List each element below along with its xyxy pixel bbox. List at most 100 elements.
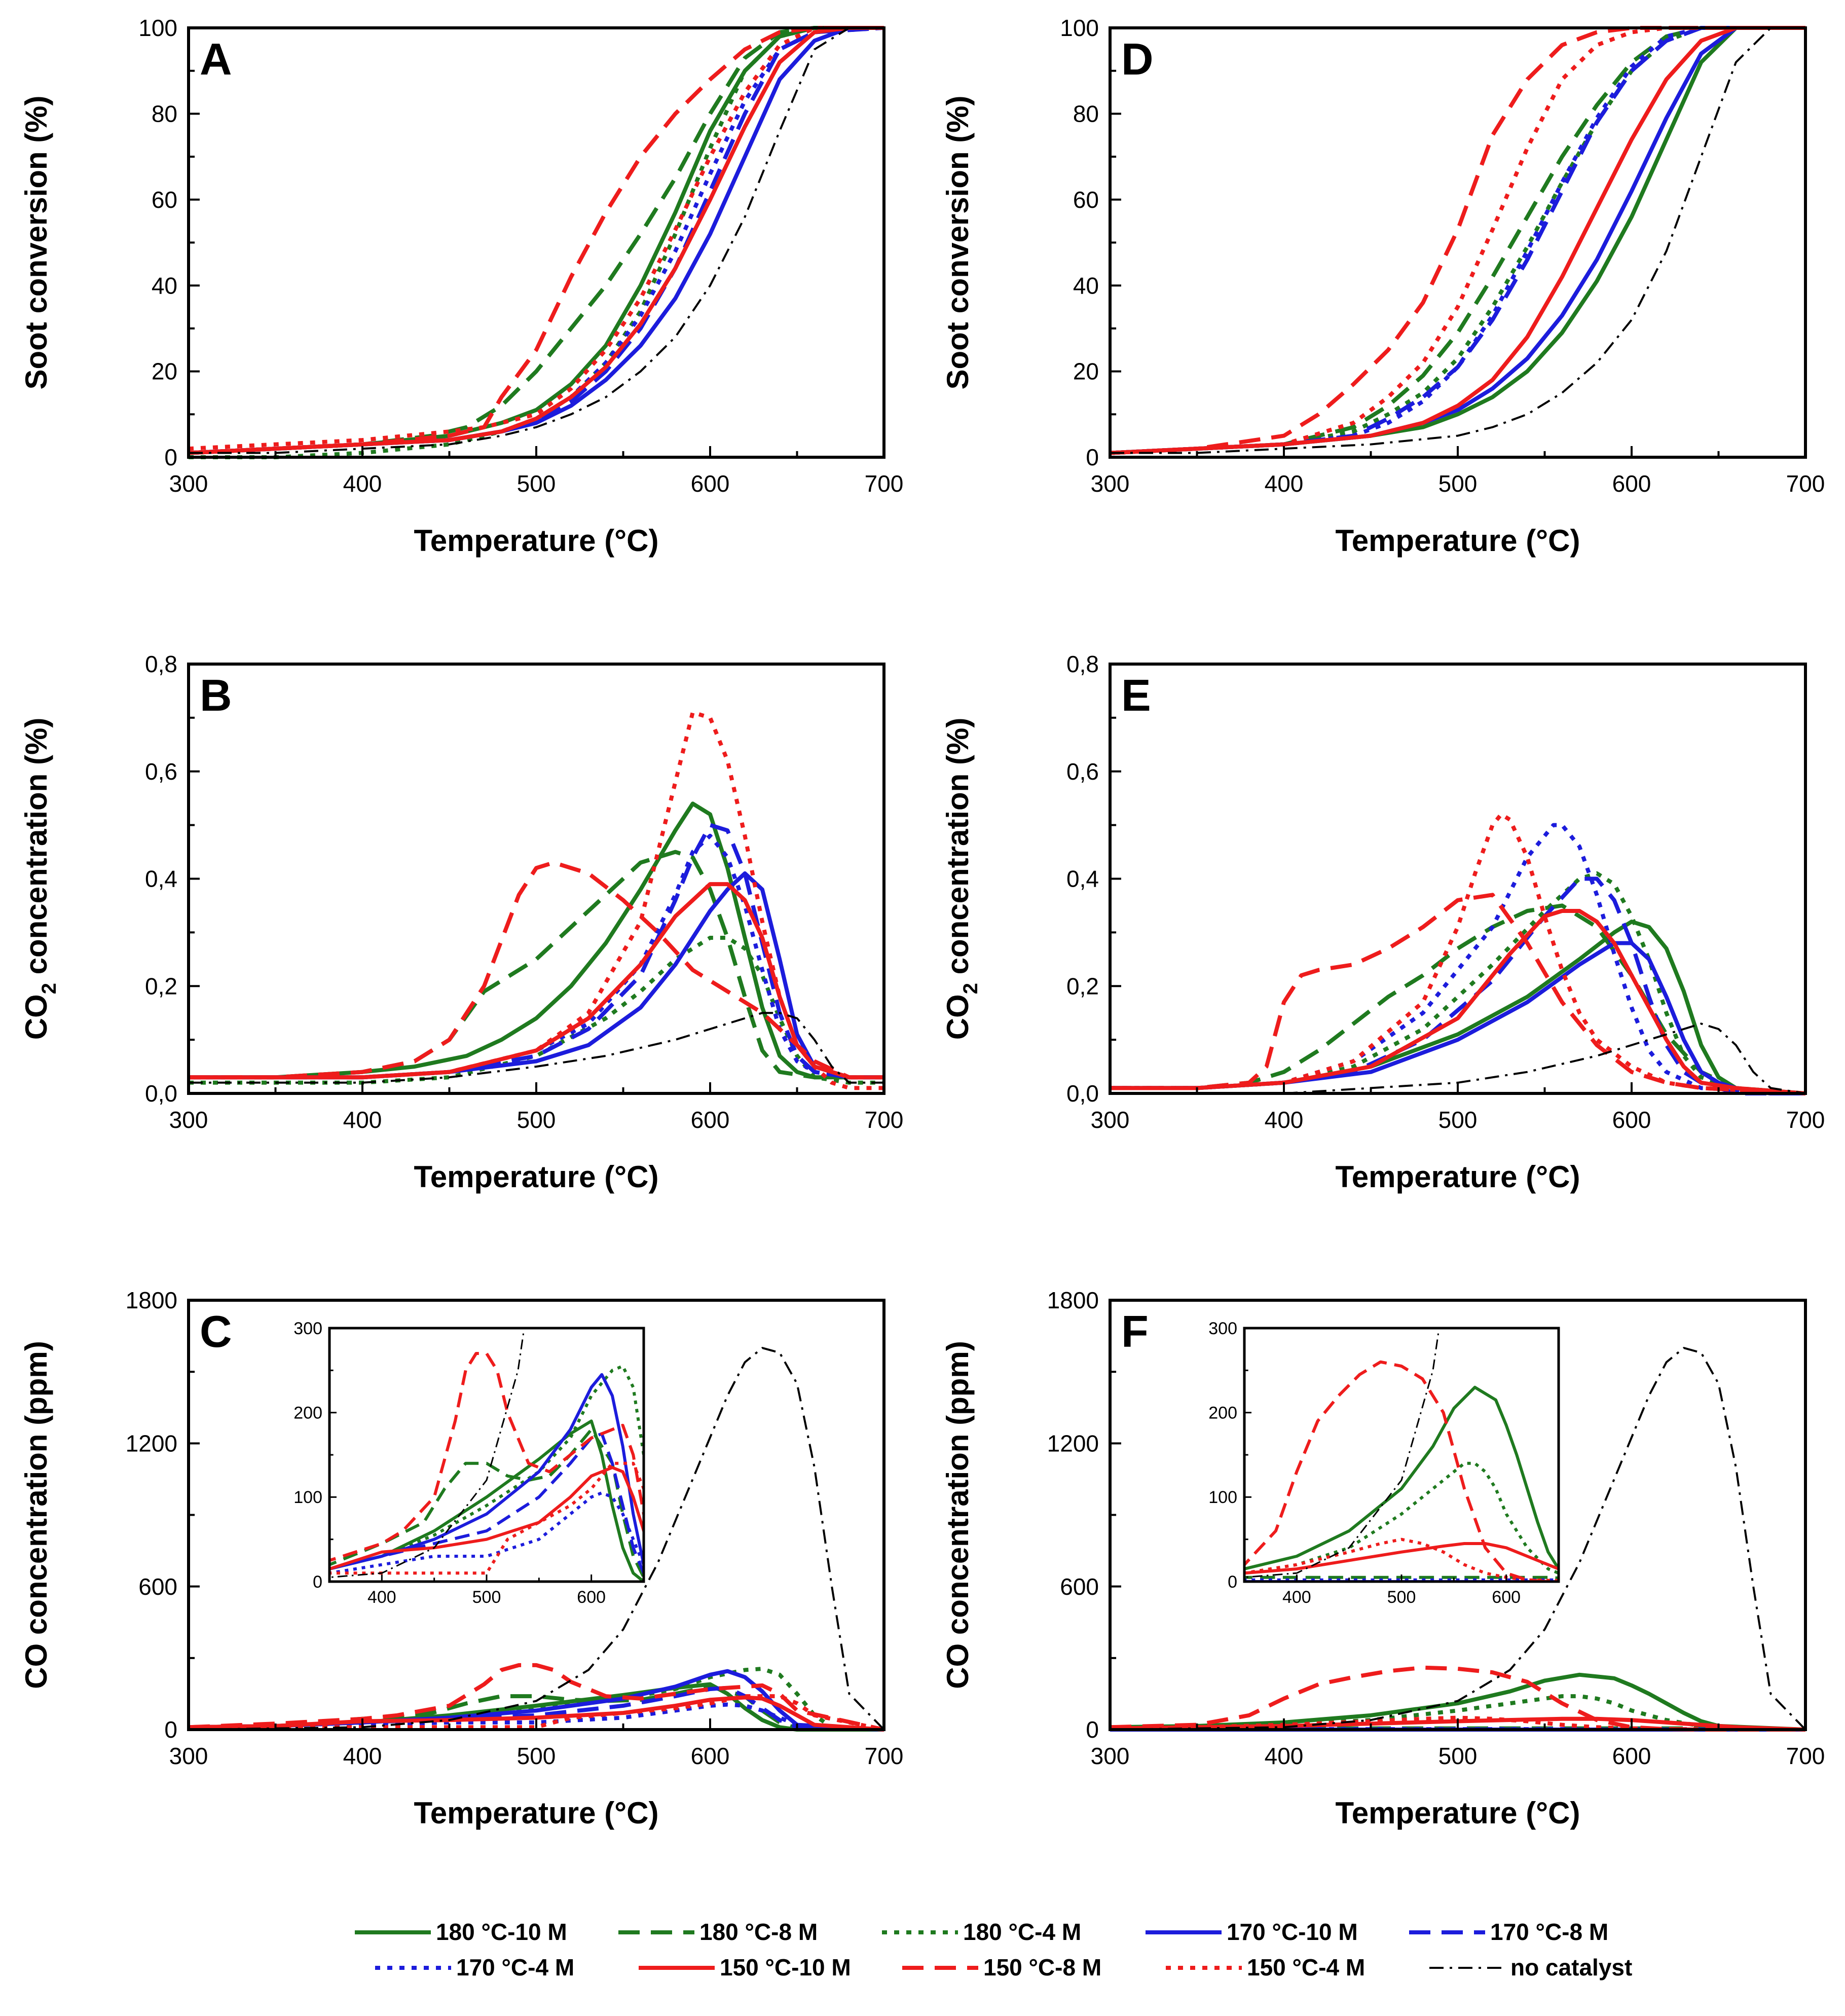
legend-label: 150 °C-8 M bbox=[983, 1954, 1101, 1981]
panel-f-x-tick-label: 400 bbox=[1265, 1743, 1304, 1769]
legend-label: no catalyst bbox=[1510, 1954, 1632, 1981]
panel-a-frame bbox=[187, 26, 885, 459]
legend-label: 180 °C-8 M bbox=[699, 1919, 818, 1945]
panel-e-x-tick-label: 700 bbox=[1786, 1107, 1825, 1133]
panel-d-frame bbox=[1109, 26, 1807, 459]
panel-f-y-tick-label: 1800 bbox=[1047, 1287, 1099, 1313]
series-line-150-c-4-m bbox=[1110, 26, 1805, 455]
inset-c-x-tick-label: 500 bbox=[472, 1588, 501, 1607]
panel-f-y-axis-title: CO concentration (ppm) bbox=[941, 1341, 975, 1689]
series-line-150-c-8-m bbox=[329, 1352, 644, 1562]
panel-c-x-tick-label: 600 bbox=[691, 1743, 730, 1769]
panel-c-y-tick-label: 0 bbox=[164, 1716, 177, 1743]
inset-f-x-tick-label: 400 bbox=[1282, 1588, 1311, 1607]
panel-d-y-tick-label: 0 bbox=[1086, 444, 1099, 470]
series-line-no-catalyst bbox=[1110, 27, 1805, 454]
inset-f-y-tick-label: 200 bbox=[1208, 1404, 1237, 1423]
series-line-150-c-10-m bbox=[189, 26, 884, 455]
series-line-150-c-4-m bbox=[189, 26, 884, 451]
panel-c-x-axis-title: Temperature (°C) bbox=[414, 1796, 659, 1830]
series-line-180-c-8-m bbox=[189, 26, 884, 455]
panel-a-y-tick-label: 60 bbox=[152, 187, 177, 213]
panel-a-y-tick-label: 100 bbox=[138, 15, 177, 41]
legend-item-150-c-8-m: 150 °C-8 M bbox=[902, 1954, 1101, 1981]
panel-d-y-tick-label: 20 bbox=[1073, 358, 1099, 385]
panel-b-series bbox=[189, 710, 884, 1090]
panel-b-y-tick-label: 0,2 bbox=[145, 973, 177, 999]
series-line-150-c-8-m bbox=[1110, 26, 1805, 455]
panel-c-x-tick-label: 400 bbox=[343, 1743, 382, 1769]
panel-b-x-tick-label: 400 bbox=[343, 1107, 382, 1133]
panel-c-x-tick-label: 700 bbox=[865, 1743, 904, 1769]
panel-f-y-tick-label: 600 bbox=[1060, 1573, 1099, 1600]
series-line-180-c-8-m bbox=[1110, 903, 1805, 1095]
series-line-170-c-4-m bbox=[1110, 26, 1805, 455]
panel-e-x-axis-title: Temperature (°C) bbox=[1336, 1160, 1580, 1194]
panel-c: 300 400 500 600 700 0 600 1200 1800 C Temperature … bbox=[19, 1287, 903, 1830]
panel-d-y-tick-label: 40 bbox=[1073, 272, 1099, 299]
inset-c: 400 500 600 0 100 200 300 bbox=[293, 1319, 645, 1607]
panel-a-series bbox=[189, 26, 884, 459]
panel-f-x-tick-label: 300 bbox=[1091, 1743, 1130, 1769]
legend-label: 150 °C-4 M bbox=[1247, 1954, 1365, 1981]
panel-b: 300 400 500 600 700 0,0 0,2 0,4 0,6 0,8 B Temperatu… bbox=[19, 651, 903, 1194]
series-line-180-c-4-m bbox=[189, 26, 884, 459]
panel-b-x-tick-label: 500 bbox=[517, 1107, 556, 1133]
panel-f-y-tick-label: 1200 bbox=[1047, 1430, 1099, 1456]
panel-d-x-tick-label: 600 bbox=[1612, 470, 1651, 497]
panel-b-x-tick-label: 300 bbox=[169, 1107, 208, 1133]
panel-f: 300 400 500 600 700 0 600 1200 1800 F Temperature … bbox=[941, 1287, 1825, 1830]
series-line-170-c-8-m bbox=[1110, 26, 1805, 455]
inset-f-y-tick-label: 0 bbox=[1228, 1572, 1237, 1592]
series-line-180-c-10-m bbox=[189, 801, 884, 1080]
series-line-150-c-8-m bbox=[1244, 1360, 1559, 1582]
panel-f-x-axis-title: Temperature (°C) bbox=[1336, 1796, 1580, 1830]
panel-d-y-axis-title: Soot conversion (%) bbox=[941, 95, 975, 389]
panel-b-x-tick-label: 600 bbox=[691, 1107, 730, 1133]
series-line-180-c-10-m bbox=[1110, 26, 1805, 455]
inset-c-background bbox=[329, 1328, 644, 1582]
panel-b-y-tick-label: 0,0 bbox=[145, 1080, 177, 1107]
series-line-no-catalyst bbox=[189, 1012, 884, 1084]
series-line-no-catalyst bbox=[189, 27, 884, 454]
panel-e-series bbox=[1110, 812, 1805, 1095]
series-line-180-c-4-m bbox=[1110, 26, 1805, 455]
panel-e-y-tick-label: 0,4 bbox=[1066, 866, 1099, 892]
panel-d-x-tick-label: 300 bbox=[1091, 470, 1130, 497]
panel-a: 300 400 500 600 700 0 20 40 60 80 100 A Temperature … bbox=[19, 15, 903, 558]
series-line-180-c-8-m bbox=[1110, 26, 1805, 455]
panel-f-letter: F bbox=[1121, 1306, 1149, 1357]
legend-item-no-catalyst: no catalyst bbox=[1429, 1954, 1632, 1981]
legend-item-170-c-8-m: 170 °C-8 M bbox=[1409, 1919, 1608, 1945]
series-line-180-c-10-m bbox=[1110, 1672, 1805, 1732]
panel-d-y-tick-label: 100 bbox=[1060, 15, 1099, 41]
panel-e-x-tick-label: 300 bbox=[1091, 1107, 1130, 1133]
panel-a-y-tick-label: 0 bbox=[164, 444, 177, 470]
panel-c-y-tick-label: 600 bbox=[138, 1573, 177, 1600]
inset-c-y-tick-label: 0 bbox=[313, 1572, 322, 1592]
series-line-180-c-4-m bbox=[189, 1667, 884, 1732]
panel-a-y-tick-label: 20 bbox=[152, 358, 177, 385]
panel-e-frame bbox=[1109, 663, 1807, 1095]
panel-c-x-tick-label: 500 bbox=[517, 1743, 556, 1769]
legend-item-180-c-8-m: 180 °C-8 M bbox=[618, 1919, 818, 1945]
series-line-no-catalyst bbox=[189, 1347, 884, 1731]
series-line-150-c-10-m bbox=[189, 1695, 884, 1732]
panel-d-x-axis-title: Temperature (°C) bbox=[1336, 524, 1580, 558]
inset-c-y-tick-label: 300 bbox=[293, 1319, 322, 1338]
panel-f-x-tick-label: 700 bbox=[1786, 1743, 1825, 1769]
panel-b-y-axis-title: CO2 concentration (%) bbox=[19, 718, 60, 1040]
series-line-170-c-4-m bbox=[1110, 823, 1805, 1095]
legend-item-170-c-4-m: 170 °C-4 M bbox=[375, 1954, 574, 1981]
panel-b-y-tick-label: 0,6 bbox=[145, 758, 177, 785]
panel-d-letter: D bbox=[1121, 34, 1154, 84]
series-line-150-c-10-m bbox=[329, 1466, 644, 1571]
legend-label: 180 °C-4 M bbox=[963, 1919, 1081, 1945]
series-line-150-c-8-m bbox=[1110, 1665, 1805, 1732]
series-line-170-c-10-m bbox=[189, 26, 884, 455]
panel-b-letter: B bbox=[200, 670, 232, 720]
inset-f-x-tick-label: 600 bbox=[1492, 1588, 1521, 1607]
panel-e: 300 400 500 600 700 0,0 0,2 0,4 0,6 0,8 E Temperatu… bbox=[941, 651, 1825, 1194]
inset-f: 400 500 600 0 100 200 300 bbox=[1208, 1319, 1560, 1607]
